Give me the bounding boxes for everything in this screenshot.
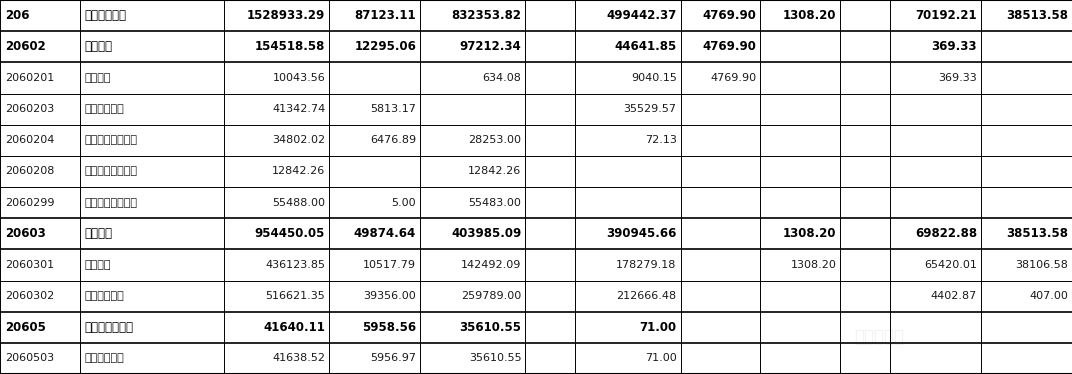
Text: 1308.20: 1308.20 — [783, 227, 836, 240]
Text: 206: 206 — [5, 9, 30, 22]
Bar — [0, 312, 1072, 343]
Text: 70192.21: 70192.21 — [915, 9, 977, 22]
Text: 2060301: 2060301 — [5, 260, 54, 270]
Text: 178279.18: 178279.18 — [616, 260, 676, 270]
Text: 44641.85: 44641.85 — [614, 40, 676, 53]
Text: 369.33: 369.33 — [932, 40, 977, 53]
Text: 10043.56: 10043.56 — [272, 73, 325, 83]
Text: 41640.11: 41640.11 — [264, 321, 325, 334]
Text: 6476.89: 6476.89 — [370, 135, 416, 145]
Text: 71.00: 71.00 — [640, 321, 676, 334]
Text: 41342.74: 41342.74 — [272, 104, 325, 114]
Text: 1308.20: 1308.20 — [783, 9, 836, 22]
Text: 1528933.29: 1528933.29 — [247, 9, 325, 22]
Text: 基础研究: 基础研究 — [85, 40, 113, 53]
Text: 12295.06: 12295.06 — [354, 40, 416, 53]
Text: 5958.56: 5958.56 — [362, 321, 416, 334]
Bar — [0, 125, 1072, 156]
Text: 9040.15: 9040.15 — [630, 73, 676, 83]
Text: 39356.00: 39356.00 — [363, 291, 416, 301]
Bar — [0, 218, 1072, 249]
Text: 2060201: 2060201 — [5, 73, 55, 83]
Text: 机构运行: 机构运行 — [85, 260, 111, 270]
Text: 49874.64: 49874.64 — [354, 227, 416, 240]
Text: 自然科学基金: 自然科学基金 — [85, 104, 124, 114]
Text: 实验室及相关设施: 实验室及相关设施 — [85, 135, 138, 145]
Text: 35610.55: 35610.55 — [468, 353, 521, 364]
Text: 55483.00: 55483.00 — [468, 197, 521, 208]
Text: 2060302: 2060302 — [5, 291, 55, 301]
Text: 科学技术支出: 科学技术支出 — [85, 9, 126, 22]
Text: 390945.66: 390945.66 — [607, 227, 676, 240]
Text: 机构运行: 机构运行 — [85, 73, 111, 83]
Text: 407.00: 407.00 — [1029, 291, 1068, 301]
Text: 4769.90: 4769.90 — [711, 73, 757, 83]
Text: 212666.48: 212666.48 — [616, 291, 676, 301]
Text: 72.13: 72.13 — [644, 135, 676, 145]
Text: 369.33: 369.33 — [938, 73, 977, 83]
Text: 20605: 20605 — [5, 321, 46, 334]
Bar — [0, 62, 1072, 94]
Text: 34802.02: 34802.02 — [272, 135, 325, 145]
Text: 2060503: 2060503 — [5, 353, 54, 364]
Text: 5956.97: 5956.97 — [370, 353, 416, 364]
Bar — [0, 0, 1072, 31]
Text: 应用研究: 应用研究 — [85, 227, 113, 240]
Text: 65420.01: 65420.01 — [924, 260, 977, 270]
Text: 38513.58: 38513.58 — [1006, 227, 1068, 240]
Text: 35529.57: 35529.57 — [624, 104, 676, 114]
Text: 97212.34: 97212.34 — [460, 40, 521, 53]
Text: 38513.58: 38513.58 — [1006, 9, 1068, 22]
Text: 4769.90: 4769.90 — [702, 40, 757, 53]
Text: 20602: 20602 — [5, 40, 46, 53]
Text: 10517.79: 10517.79 — [363, 260, 416, 270]
Bar — [0, 187, 1072, 218]
Text: 5.00: 5.00 — [391, 197, 416, 208]
Text: 2060203: 2060203 — [5, 104, 55, 114]
Text: 634.08: 634.08 — [482, 73, 521, 83]
Bar — [0, 249, 1072, 280]
Text: 71.00: 71.00 — [645, 353, 676, 364]
Text: 403985.09: 403985.09 — [451, 227, 521, 240]
Text: 35610.55: 35610.55 — [460, 321, 521, 334]
Text: 87123.11: 87123.11 — [355, 9, 416, 22]
Text: 农资局品网: 农资局品网 — [854, 328, 904, 346]
Text: 499442.37: 499442.37 — [607, 9, 676, 22]
Text: 2060204: 2060204 — [5, 135, 55, 145]
Bar — [0, 156, 1072, 187]
Text: 其他基础研究支出: 其他基础研究支出 — [85, 197, 138, 208]
Text: 1308.20: 1308.20 — [790, 260, 836, 270]
Text: 259789.00: 259789.00 — [461, 291, 521, 301]
Text: 科技条件与服务: 科技条件与服务 — [85, 321, 134, 334]
Text: 12842.26: 12842.26 — [272, 166, 325, 177]
Text: 436123.85: 436123.85 — [265, 260, 325, 270]
Text: 832353.82: 832353.82 — [451, 9, 521, 22]
Text: 12842.26: 12842.26 — [468, 166, 521, 177]
Text: 55488.00: 55488.00 — [272, 197, 325, 208]
Text: 954450.05: 954450.05 — [255, 227, 325, 240]
Bar — [0, 343, 1072, 374]
Bar — [0, 31, 1072, 62]
Text: 142492.09: 142492.09 — [461, 260, 521, 270]
Text: 69822.88: 69822.88 — [915, 227, 977, 240]
Bar — [0, 94, 1072, 125]
Bar — [0, 280, 1072, 312]
Text: 2060208: 2060208 — [5, 166, 55, 177]
Text: 4402.87: 4402.87 — [930, 291, 977, 301]
Text: 社会公益研究: 社会公益研究 — [85, 291, 124, 301]
Text: 28253.00: 28253.00 — [468, 135, 521, 145]
Text: 科技条件专项: 科技条件专项 — [85, 353, 124, 364]
Text: 4769.90: 4769.90 — [702, 9, 757, 22]
Text: 516621.35: 516621.35 — [266, 291, 325, 301]
Text: 38106.58: 38106.58 — [1015, 260, 1068, 270]
Text: 2060299: 2060299 — [5, 197, 55, 208]
Text: 41638.52: 41638.52 — [272, 353, 325, 364]
Text: 154518.58: 154518.58 — [255, 40, 325, 53]
Text: 5813.17: 5813.17 — [370, 104, 416, 114]
Text: 20603: 20603 — [5, 227, 46, 240]
Text: 科技人才队伍建设: 科技人才队伍建设 — [85, 166, 138, 177]
